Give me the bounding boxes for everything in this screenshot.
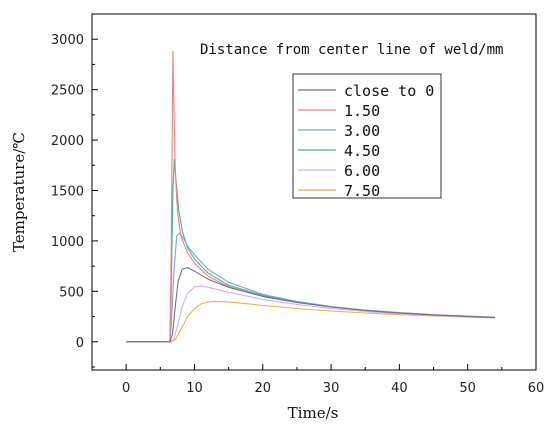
x-tick-label: 40	[391, 381, 408, 396]
y-tick-label: 0	[76, 336, 84, 351]
y-axis-title: Temperature/℃	[10, 132, 28, 252]
legend-label-0: close to 0	[344, 82, 434, 100]
legend-label-1: 1.50	[344, 102, 380, 120]
legend-label-4: 6.00	[344, 162, 380, 180]
x-tick-label: 30	[323, 381, 340, 396]
x-tick-label: 10	[186, 381, 203, 396]
series-line-0	[126, 267, 496, 343]
y-tick-label: 2000	[51, 134, 84, 149]
legend-label-3: 4.50	[344, 142, 380, 160]
plot-area	[91, 13, 537, 371]
series-layer	[126, 50, 496, 343]
series-line-5	[126, 300, 496, 343]
y-tick-label: 500	[59, 285, 84, 300]
x-axis-title: Time/s	[288, 404, 339, 422]
x-tick-label: 0	[122, 381, 130, 396]
x-tick-label: 60	[528, 381, 545, 396]
y-tick-label: 1500	[51, 184, 84, 199]
legend-label-2: 3.00	[344, 122, 380, 140]
legend-title: Distance from center line of weld/mm	[200, 42, 503, 58]
x-tick-label: 50	[459, 381, 476, 396]
legend-items: close to 0 1.50 3.00 4.50 6.00 7.50	[298, 82, 434, 200]
series-line-4	[126, 285, 496, 343]
plot-frame	[91, 13, 537, 371]
series-line-2	[126, 232, 496, 343]
x-tick-label: 20	[254, 381, 271, 396]
legend-box	[292, 73, 442, 199]
y-tick-label: 1000	[51, 235, 84, 250]
legend-label-5: 7.50	[344, 182, 380, 200]
legend: Distance from center line of weld/mm clo…	[200, 42, 503, 200]
axis-ticks: 0 10 20 30 40 50 60 0 500 1000 1500 2000 2500 3000	[51, 13, 545, 396]
y-tick-label: 2500	[51, 84, 84, 99]
y-tick-label: 3000	[51, 33, 84, 48]
